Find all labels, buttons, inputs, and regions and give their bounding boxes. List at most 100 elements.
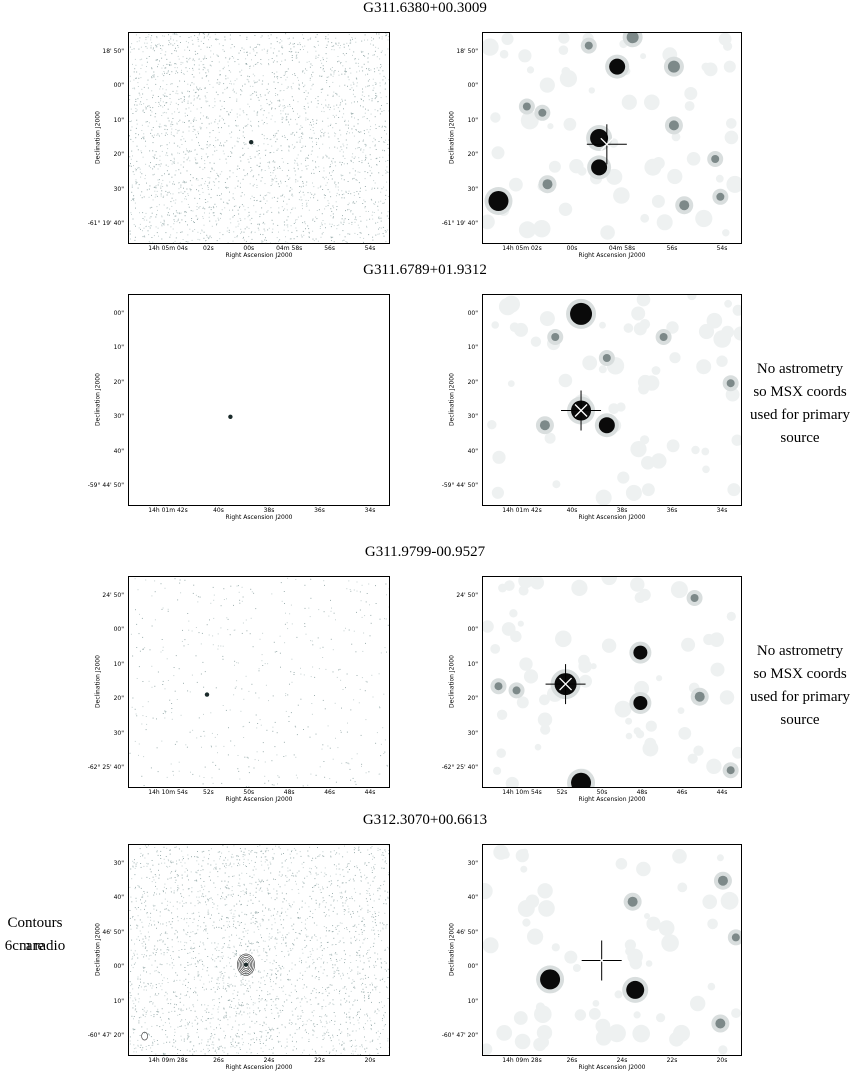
noise-pixel	[386, 166, 388, 168]
noise-pixel	[185, 181, 187, 183]
noise-pixel	[289, 995, 291, 997]
noise-pixel	[188, 96, 190, 98]
noise-pixel	[209, 46, 211, 48]
noise-pixel	[213, 169, 215, 171]
noise-pixel	[150, 1001, 152, 1002]
noise-pixel	[226, 897, 228, 899]
noise-pixel	[367, 80, 369, 82]
noise-pixel	[194, 157, 196, 159]
noise-pixel	[334, 181, 336, 183]
noise-pixel	[192, 729, 194, 731]
noise-pixel	[309, 951, 311, 953]
noise-pixel	[276, 976, 278, 978]
noise-pixel	[351, 87, 353, 89]
background-blob	[681, 637, 696, 652]
noise-pixel	[167, 212, 169, 214]
noise-pixel	[205, 117, 207, 119]
noise-pixel	[160, 651, 162, 653]
background-blob	[722, 229, 730, 237]
noise-pixel	[164, 908, 166, 910]
noise-pixel	[132, 218, 134, 220]
noise-pixel	[192, 951, 194, 952]
noise-pixel	[311, 193, 313, 195]
noise-pixel	[206, 970, 208, 972]
noise-pixel	[258, 670, 260, 672]
noise-pixel	[211, 732, 213, 734]
noise-pixel	[166, 904, 168, 906]
noise-pixel	[183, 101, 185, 102]
noise-pixel	[184, 579, 186, 581]
noise-pixel	[342, 869, 344, 871]
noise-pixel	[217, 633, 219, 635]
noise-pixel	[233, 955, 235, 957]
noise-pixel	[339, 874, 341, 876]
noise-pixel	[312, 130, 314, 131]
noise-pixel	[182, 62, 184, 64]
noise-pixel	[305, 68, 306, 70]
noise-pixel	[330, 68, 332, 70]
noise-pixel	[273, 136, 275, 138]
noise-pixel	[252, 176, 254, 178]
y-axis-label: Declination J2000	[94, 373, 102, 426]
noise-pixel	[294, 170, 296, 172]
noise-pixel	[241, 903, 242, 905]
noise-pixel	[282, 110, 284, 112]
noise-pixel	[332, 170, 334, 172]
noise-pixel	[208, 182, 210, 184]
noise-pixel	[363, 139, 364, 141]
noise-pixel	[288, 44, 290, 45]
noise-pixel	[304, 947, 306, 948]
noise-pixel	[182, 166, 184, 168]
noise-pixel	[246, 38, 248, 40]
noise-pixel	[198, 185, 200, 187]
noise-pixel	[165, 154, 167, 156]
noise-pixel	[189, 49, 190, 51]
noise-pixel	[183, 897, 185, 899]
noise-pixel	[233, 57, 235, 59]
noise-pixel	[284, 181, 286, 182]
noise-pixel	[270, 915, 272, 917]
noise-pixel	[345, 900, 347, 902]
noise-pixel	[308, 1053, 310, 1055]
noise-pixel	[332, 1049, 334, 1051]
noise-pixel	[322, 156, 324, 158]
noise-pixel	[210, 209, 212, 211]
noise-pixel	[155, 194, 157, 196]
noise-pixel	[174, 870, 176, 872]
noise-pixel	[377, 101, 379, 103]
noise-pixel	[322, 65, 324, 67]
noise-pixel	[192, 120, 194, 121]
background-blob	[552, 480, 561, 489]
noise-pixel	[258, 668, 260, 670]
noise-pixel	[360, 872, 362, 874]
noise-pixel	[368, 165, 370, 167]
noise-pixel	[192, 230, 194, 232]
noise-pixel	[337, 107, 339, 109]
noise-pixel	[153, 920, 155, 922]
noise-pixel	[293, 167, 295, 169]
noise-pixel	[141, 88, 143, 90]
noise-pixel	[152, 168, 154, 170]
noise-pixel	[281, 83, 283, 85]
noise-pixel	[264, 170, 266, 171]
noise-pixel	[311, 172, 312, 174]
noise-pixel	[284, 73, 286, 75]
noise-pixel	[194, 149, 196, 151]
noise-pixel	[177, 108, 178, 110]
noise-pixel	[216, 988, 218, 990]
noise-pixel	[282, 1005, 283, 1007]
noise-pixel	[253, 143, 255, 145]
noise-pixel	[159, 88, 161, 90]
noise-pixel	[194, 50, 196, 52]
x-tick-label: 50s	[243, 789, 255, 796]
noise-pixel	[173, 667, 175, 668]
noise-pixel	[251, 94, 253, 96]
noise-pixel	[332, 81, 334, 83]
noise-pixel	[154, 190, 156, 192]
noise-pixel	[256, 63, 258, 65]
noise-pixel	[373, 212, 375, 213]
noise-pixel	[317, 637, 319, 639]
noise-pixel	[261, 879, 263, 881]
noise-pixel	[271, 108, 272, 110]
noise-pixel	[285, 119, 287, 121]
